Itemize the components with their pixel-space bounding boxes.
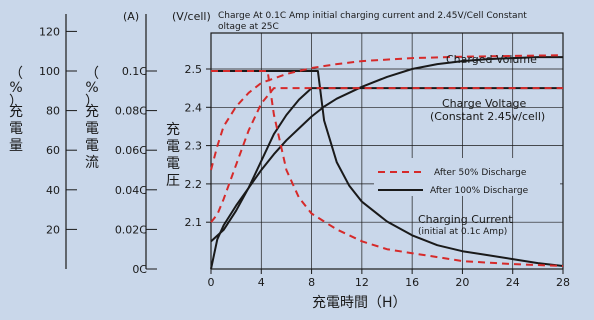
current-tick-label: 0.02C	[115, 223, 147, 236]
voltage-tick-label: 2.2	[185, 178, 203, 191]
voltage-tick-label: 2.4	[185, 101, 203, 114]
voltage-axis-label: 圧	[166, 173, 180, 189]
percent-tick-label: 60	[46, 144, 60, 157]
x-tick-label: 16	[405, 276, 419, 289]
annotation-charging-current-detail: (initial at 0.1c Amp)	[418, 227, 507, 237]
x-tick-label: 0	[208, 276, 215, 289]
voltage-tick-label: 2.5	[185, 63, 203, 76]
annotation-charge-voltage-detail: (Constant 2.45v/cell)	[430, 110, 545, 123]
current-tick-label: 0.04C	[115, 184, 147, 197]
current-axis-label: 流	[85, 155, 99, 171]
voltage-axis-label: 充	[166, 122, 180, 138]
current-tick-label: 0C	[132, 263, 147, 276]
x-tick-label: 8	[308, 276, 315, 289]
annotation-charge-voltage: Charge Voltage	[442, 97, 526, 110]
voltage-tick-label: 2.3	[185, 140, 203, 153]
annotation-charging-current: Charging Current	[418, 213, 513, 226]
percent-axis-label: 充	[9, 104, 23, 120]
percent-tick-label: 100	[39, 65, 60, 78]
plot-area	[210, 32, 564, 270]
x-tick-label: 12	[355, 276, 369, 289]
current-unit-label: (A)	[123, 10, 139, 23]
x-tick-label: 28	[556, 276, 570, 289]
x-tick-label: 4	[258, 276, 265, 289]
series-line-voltage-100	[210, 87, 563, 243]
percent-axis-label: %	[9, 80, 22, 96]
voltage-unit-label: (V/cell)	[172, 10, 211, 23]
voltage-tick-label: 2.1	[185, 216, 203, 229]
x-tick-label: 24	[506, 276, 520, 289]
series-line-voltage-50	[210, 87, 563, 223]
annotation-charged-volume: Charged Volume	[446, 53, 537, 66]
chart-title-line2: oltage at 25C	[218, 22, 279, 32]
legend-solid-label: After 100% Discharge	[430, 186, 529, 196]
percent-axis-label: ）	[9, 94, 23, 110]
current-axis-label: %	[85, 80, 98, 96]
chart-title-line1: Charge At 0.1C Amp initial charging curr…	[218, 11, 527, 21]
percent-tick-label: 40	[46, 184, 60, 197]
series-line-volume-100	[210, 56, 563, 270]
percent-tick-label: 20	[46, 223, 60, 236]
percent-axis-label: 量	[9, 138, 23, 154]
current-tick-label: 0.08C	[115, 105, 147, 118]
current-axis-label: ）	[85, 94, 99, 110]
x-tick-label: 20	[455, 276, 469, 289]
x-axis-label: 充電時間（H）	[312, 295, 407, 311]
current-axis-label: 充	[85, 104, 99, 120]
percent-axis-label: 電	[9, 121, 23, 137]
current-axis-label: 電	[85, 138, 99, 154]
series-line-current-50	[211, 70, 564, 267]
legend-dashed-label: After 50% Discharge	[434, 168, 527, 178]
percent-axis-label: （	[9, 66, 23, 82]
voltage-axis-label: 電	[166, 139, 180, 155]
current-axis-label: （	[85, 66, 99, 82]
current-axis-label: 電	[85, 121, 99, 137]
current-tick-label: 0.06C	[115, 144, 147, 157]
current-tick-label: 0.1C	[122, 65, 147, 78]
percent-tick-label: 80	[46, 105, 60, 118]
percent-tick-label: 120	[39, 25, 60, 38]
series-line-volume-50	[210, 54, 564, 171]
voltage-axis-label: 電	[166, 156, 180, 172]
series-line-current-100	[211, 70, 564, 267]
